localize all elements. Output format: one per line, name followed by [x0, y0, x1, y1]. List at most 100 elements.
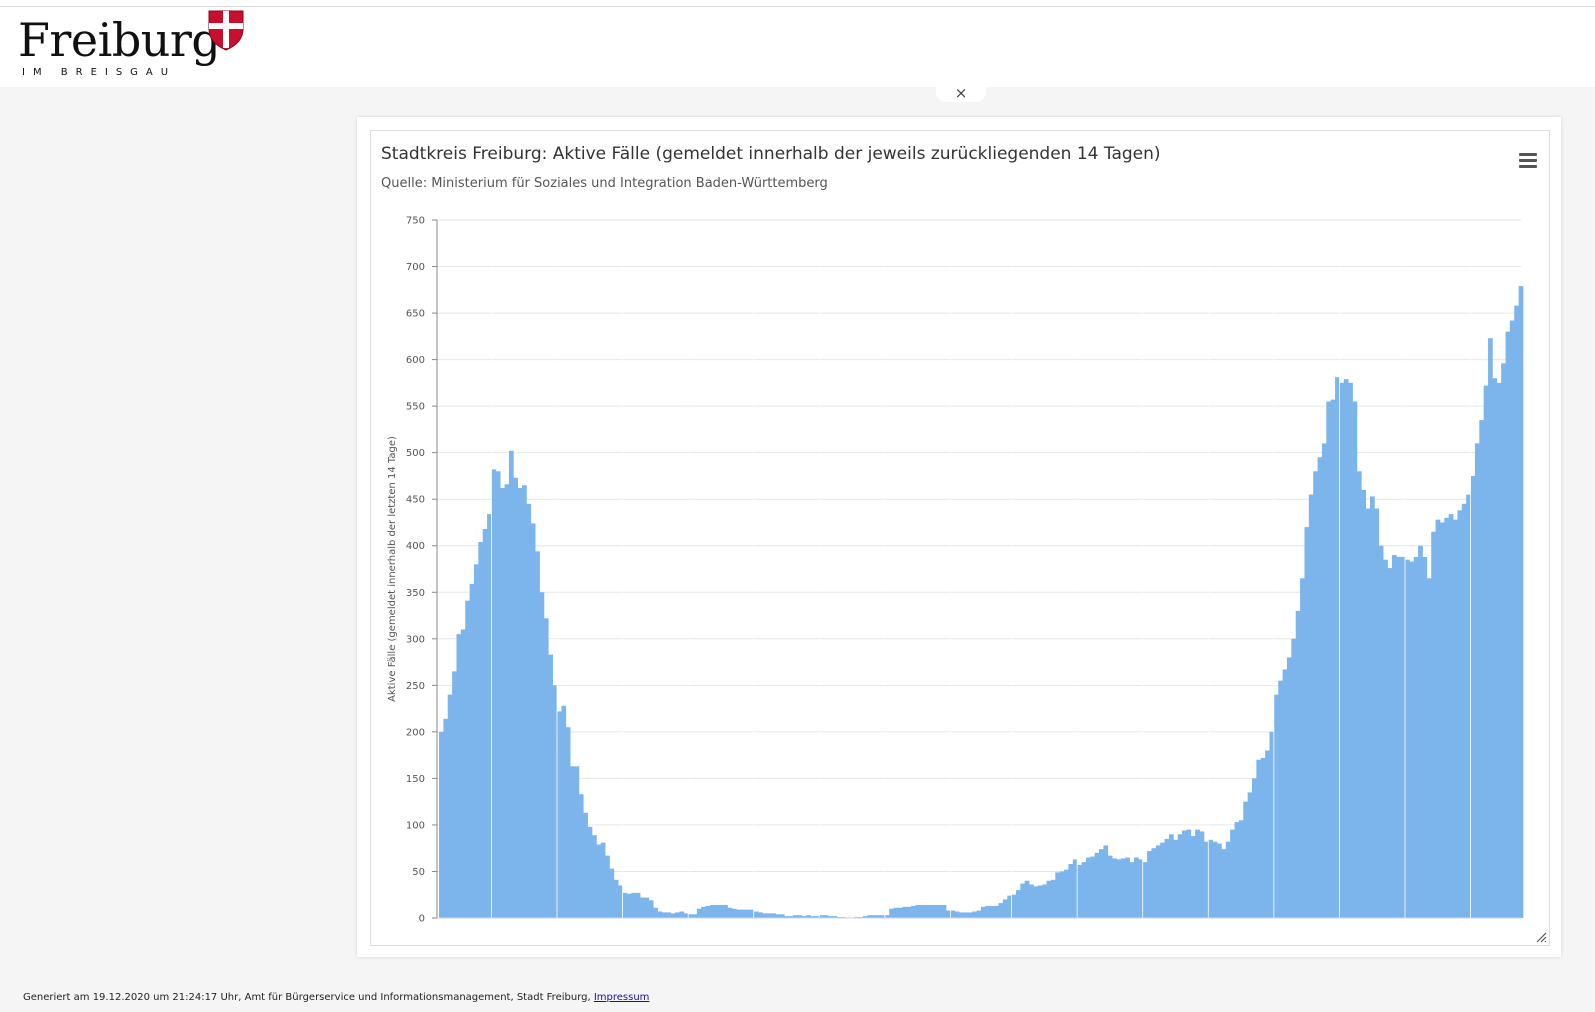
bar[interactable]: [989, 905, 995, 918]
bar[interactable]: [609, 868, 615, 918]
bar[interactable]: [1383, 559, 1388, 918]
bar[interactable]: [1055, 872, 1061, 918]
bar[interactable]: [1225, 841, 1231, 918]
bar[interactable]: [465, 600, 470, 918]
bar[interactable]: [823, 915, 829, 918]
bar[interactable]: [779, 914, 785, 918]
bar[interactable]: [1155, 845, 1161, 918]
bar[interactable]: [539, 592, 545, 918]
bar[interactable]: [1300, 578, 1305, 918]
bar[interactable]: [932, 904, 938, 918]
bar[interactable]: [902, 906, 908, 918]
bar[interactable]: [1483, 385, 1489, 918]
bar[interactable]: [998, 903, 1004, 918]
bar[interactable]: [591, 835, 597, 918]
bar[interactable]: [705, 905, 711, 918]
bar[interactable]: [552, 685, 558, 918]
bar[interactable]: [1081, 862, 1087, 918]
bar[interactable]: [478, 542, 484, 918]
bar[interactable]: [1256, 759, 1262, 918]
bar[interactable]: [452, 671, 457, 918]
bar[interactable]: [443, 718, 449, 918]
bar[interactable]: [618, 885, 623, 918]
bar[interactable]: [557, 711, 562, 918]
bar[interactable]: [784, 916, 790, 918]
bar[interactable]: [1002, 899, 1008, 918]
bar[interactable]: [491, 469, 497, 918]
resize-handle-icon[interactable]: [1535, 931, 1547, 943]
close-button[interactable]: ×: [936, 86, 986, 102]
bar[interactable]: [670, 913, 676, 918]
bar[interactable]: [1173, 839, 1179, 918]
bar[interactable]: [1422, 556, 1428, 918]
bar[interactable]: [1037, 885, 1043, 918]
bar[interactable]: [487, 514, 492, 918]
bar[interactable]: [613, 879, 619, 918]
bar[interactable]: [600, 842, 606, 918]
bar[interactable]: [893, 907, 899, 918]
bar[interactable]: [1190, 836, 1196, 918]
bar[interactable]: [753, 911, 759, 918]
bar[interactable]: [648, 900, 654, 918]
bar[interactable]: [1094, 852, 1100, 918]
bar[interactable]: [1072, 859, 1078, 918]
bar[interactable]: [976, 910, 982, 918]
bar[interactable]: [696, 908, 702, 918]
bar[interactable]: [1186, 829, 1192, 918]
bar[interactable]: [919, 904, 925, 918]
bar[interactable]: [1404, 559, 1410, 918]
bar[interactable]: [1160, 842, 1165, 918]
bar[interactable]: [1418, 545, 1423, 918]
bar[interactable]: [911, 905, 916, 918]
bar[interactable]: [1365, 508, 1371, 918]
bar[interactable]: [1492, 378, 1498, 918]
bar[interactable]: [1461, 503, 1467, 918]
bar[interactable]: [543, 618, 549, 918]
bar[interactable]: [626, 893, 632, 918]
bar[interactable]: [771, 913, 776, 918]
bar[interactable]: [758, 912, 763, 918]
bar[interactable]: [1059, 871, 1065, 918]
bar[interactable]: [889, 908, 894, 918]
bar[interactable]: [657, 911, 663, 918]
bar[interactable]: [897, 907, 903, 918]
bar[interactable]: [535, 551, 540, 918]
bar[interactable]: [981, 906, 986, 918]
bar[interactable]: [1195, 829, 1200, 918]
bar[interactable]: [1103, 845, 1109, 918]
bar[interactable]: [788, 916, 794, 918]
bar[interactable]: [1457, 510, 1463, 918]
bar[interactable]: [517, 488, 523, 918]
bar[interactable]: [683, 913, 689, 918]
bar[interactable]: [1356, 471, 1362, 918]
bar[interactable]: [605, 855, 610, 918]
bar[interactable]: [740, 909, 746, 918]
bar[interactable]: [1238, 820, 1244, 918]
bar[interactable]: [653, 907, 658, 918]
bar[interactable]: [1378, 545, 1384, 918]
chart-menu-button[interactable]: [1519, 153, 1537, 169]
bar[interactable]: [675, 912, 680, 918]
bar[interactable]: [447, 694, 453, 918]
bar[interactable]: [1129, 862, 1135, 918]
bar[interactable]: [1151, 848, 1157, 918]
bar[interactable]: [806, 915, 811, 918]
bar[interactable]: [801, 916, 807, 918]
bar[interactable]: [631, 892, 637, 918]
bar[interactable]: [871, 915, 877, 918]
bar[interactable]: [1409, 561, 1415, 918]
bar[interactable]: [1203, 841, 1209, 918]
bar[interactable]: [1029, 884, 1034, 919]
bar[interactable]: [508, 450, 514, 918]
bar[interactable]: [473, 564, 479, 918]
bar[interactable]: [701, 906, 706, 918]
bar[interactable]: [718, 904, 724, 918]
bar[interactable]: [1125, 857, 1130, 918]
bar[interactable]: [880, 915, 886, 918]
bar[interactable]: [915, 904, 921, 918]
bar[interactable]: [1370, 496, 1375, 918]
bar[interactable]: [596, 844, 602, 918]
bar[interactable]: [941, 904, 947, 918]
bar[interactable]: [1247, 792, 1253, 918]
bar[interactable]: [1282, 669, 1288, 918]
